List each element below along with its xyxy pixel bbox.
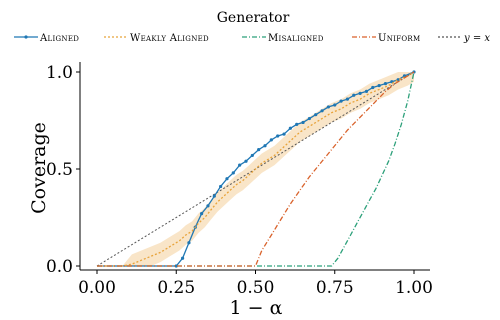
aligned-point — [269, 138, 273, 142]
legend-title: Generator — [217, 10, 290, 26]
weakly-aligned-line — [97, 71, 415, 267]
aligned-point — [212, 194, 216, 198]
aligned-point — [352, 93, 356, 97]
aligned-point — [358, 91, 362, 95]
uniform-line — [97, 71, 415, 267]
legend-label-uniform: Uniform — [378, 33, 420, 44]
aligned-point — [326, 105, 331, 109]
aligned-point — [238, 163, 242, 167]
x-tick-label: 0.00 — [78, 278, 116, 298]
aligned-point — [371, 85, 375, 90]
aligned-point — [288, 126, 292, 130]
y-axis-label: Coverage — [28, 122, 50, 214]
x-tick-label: 0.75 — [316, 278, 354, 298]
aligned-point — [257, 148, 261, 152]
misaligned-line — [97, 71, 415, 267]
legend: Aligned Weakly Aligned Misaligned Uniform y … — [14, 33, 490, 44]
aligned-point — [206, 204, 210, 208]
aligned-point — [180, 256, 185, 260]
aligned-point — [383, 82, 388, 86]
legend-marker — [24, 35, 28, 39]
aligned-point — [377, 83, 381, 88]
aligned-point — [263, 144, 267, 148]
aligned-point — [339, 99, 343, 103]
aligned-point — [314, 113, 318, 117]
aligned-point — [250, 153, 254, 158]
aligned-point — [187, 241, 191, 245]
legend-label-misaligned: Misaligned — [268, 33, 324, 44]
legend-label-weakly-aligned: Weakly Aligned — [130, 33, 209, 44]
series-lines-layer — [96, 70, 416, 268]
x-tick-label: 0.25 — [157, 278, 195, 298]
aligned-point — [225, 177, 229, 181]
ticks-layer: 0.00 0.25 0.50 0.75 1.00 0.0 0.5 1.0 — [46, 63, 433, 298]
aligned-point — [333, 103, 337, 107]
aligned-point — [219, 184, 223, 189]
legend-label-y-x: y = x — [463, 33, 490, 44]
aligned-point — [231, 171, 235, 175]
x-axis-label: 1 − α — [230, 297, 283, 319]
aligned-point — [276, 134, 280, 138]
aligned-point — [307, 116, 311, 121]
aligned-point — [200, 212, 204, 216]
legend-label-aligned: Aligned — [39, 33, 79, 44]
aligned-point — [364, 89, 369, 93]
y-tick-label: 0.0 — [46, 257, 73, 277]
x-tick-label: 1.00 — [395, 278, 433, 298]
aligned-point — [301, 120, 305, 125]
aligned-point — [244, 159, 248, 163]
aligned-point — [174, 264, 178, 268]
aligned-point — [320, 109, 324, 113]
x-tick-label: 0.50 — [237, 278, 275, 298]
aligned-point — [345, 97, 350, 101]
y-tick-label: 0.5 — [46, 160, 73, 180]
aligned-point — [282, 132, 286, 136]
aligned-point — [295, 122, 299, 126]
y-tick-label: 1.0 — [46, 63, 73, 83]
